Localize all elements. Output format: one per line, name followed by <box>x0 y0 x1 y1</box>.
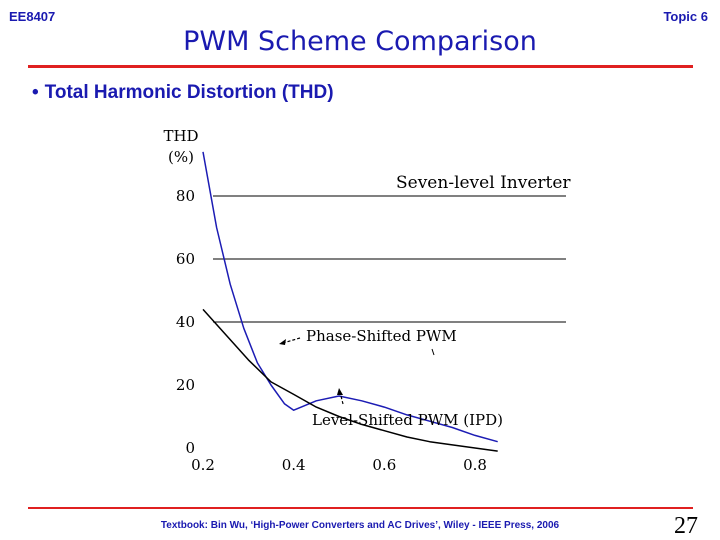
course-code: EE8407 <box>9 9 56 24</box>
y-tick-labels: 0 20 40 60 80 <box>176 187 195 457</box>
y-axis-label-line2: (%) <box>168 148 194 166</box>
x-tick-label: 0.6 <box>372 456 396 474</box>
slide-title: PWM Scheme Comparison <box>183 26 537 57</box>
chart-grid <box>213 195 566 323</box>
label-level-shifted-pwm: Level-Shifted PWM (IPD) <box>312 411 503 429</box>
bullet-item: • Total Harmonic Distortion (THD) <box>32 82 334 104</box>
top-divider <box>28 65 693 68</box>
page-number: 27 <box>674 513 698 539</box>
bottom-divider <box>28 507 693 509</box>
y-axis-label-line1: THD <box>163 127 198 145</box>
bullet-text: Total Harmonic Distortion (THD) <box>44 82 334 103</box>
y-tick-label: 40 <box>176 313 195 331</box>
footer-text: Textbook: Bin Wu, ‘High-Power Converters… <box>160 520 560 531</box>
series-layer <box>202 151 498 452</box>
y-tick-label: 0 <box>185 439 195 457</box>
phase-shifted-arrow <box>279 337 301 345</box>
series-line-phase-shifted <box>202 151 498 443</box>
series-line-level-shifted <box>202 308 498 452</box>
x-tick-label: 0.8 <box>463 456 487 474</box>
chart-annotation: Seven-level Inverter <box>396 173 571 193</box>
y-tick-label: 80 <box>176 187 195 205</box>
x-tick-label: 0.4 <box>282 456 306 474</box>
y-tick-label: 20 <box>176 376 195 394</box>
bullet-dot-icon: • <box>32 82 39 103</box>
level-shifted-arrow <box>337 388 344 405</box>
phase-shifted-pointer-mark <box>431 348 435 356</box>
x-tick-label: 0.2 <box>191 456 215 474</box>
topic-label: Topic 6 <box>663 9 708 24</box>
x-tick-labels: 0.2 0.4 0.6 0.8 <box>191 456 487 474</box>
label-phase-shifted-pwm: Phase-Shifted PWM <box>306 327 457 345</box>
y-tick-label: 60 <box>176 250 195 268</box>
